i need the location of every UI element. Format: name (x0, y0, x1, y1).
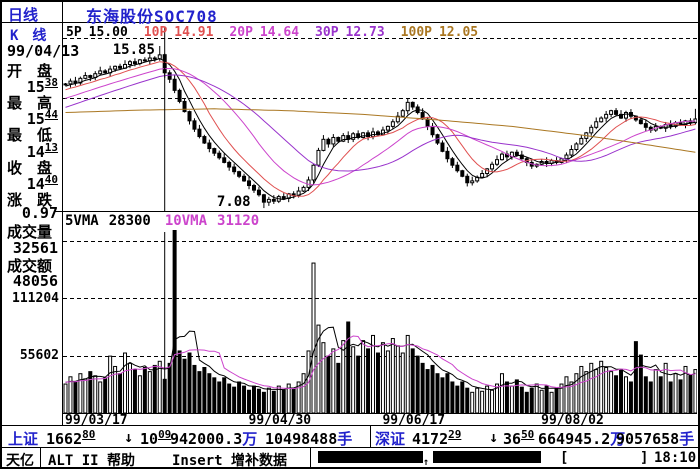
status-cell-divider (370, 426, 371, 447)
vma-legend-10vma: 10VMA 31120 (164, 213, 260, 229)
unit-wan-2: 万 (610, 430, 626, 448)
volume-value: 32561 (12, 239, 58, 257)
sh-index-name: 上证 (8, 430, 39, 448)
x-axis-date-label: 99/08/02 (541, 413, 604, 428)
bottom-cell-divider-2 (310, 448, 311, 467)
volume-label: 成交量 (7, 223, 53, 241)
close-value: 1440 (26, 173, 58, 193)
high-value: 1544 (26, 108, 58, 128)
scroll-up-arrow-icon[interactable]: ↑ (423, 457, 430, 468)
ma-legend-items: 5P 15.00 10P 14.91 20P 14.64 30P 12.73 100P 12.05 (66, 25, 478, 40)
stock-title: 东海股份SOC708 (86, 7, 218, 26)
low-value: 1413 (26, 141, 58, 161)
kline-label: K 线 (10, 28, 47, 44)
peak-price-label: 15.85 (112, 42, 155, 58)
left-panel-divider (62, 2, 63, 425)
cursor-date: 99/04/13 (7, 42, 80, 60)
ma-legend-5p: 5P 15.00 (66, 25, 128, 40)
change-value: 0.97 (21, 204, 58, 222)
insert-hint[interactable]: Insert 增补数据 (172, 453, 288, 469)
unit-wan: 万 (242, 430, 258, 448)
close-label: 收 盘 (7, 159, 53, 177)
sz-amount: 664945.2万 (538, 430, 626, 448)
x-axis-date-label: 99/04/30 (248, 413, 312, 428)
change-label: 涨 跌 (7, 191, 53, 209)
statusbar-top-border (2, 425, 698, 426)
vol-axis-label-high: 111204 (12, 291, 59, 306)
sz-index-value: 417229 (412, 428, 462, 448)
panel-divider (55, 211, 698, 212)
bottom-cell-divider-1 (40, 448, 41, 467)
sz-index-name: 深证 (375, 430, 406, 448)
sh-index-value: 166280 (46, 428, 96, 448)
brand-label: 天亿 (6, 453, 34, 469)
title-bar: 日线 东海股份SOC708 (2, 2, 698, 26)
sh-volume: 10498488手 (265, 430, 353, 448)
unit-shou-2: 手 (679, 430, 695, 448)
ma-legend-30p: 30P 12.73 (315, 25, 385, 40)
down-arrow-icon-sh: ↓ (124, 428, 134, 446)
x-axis-date-label: 99/06/17 (382, 413, 446, 428)
message-bracket-open: [ (560, 450, 569, 466)
amount-value: 48056 (12, 272, 58, 290)
ma-legend-row: K 线 5P 15.00 10P 14.91 20P 14.64 30P 12.73 100P 1… (2, 24, 698, 44)
high-label: 最 高 (7, 94, 53, 112)
unit-shou: 手 (337, 430, 353, 448)
vol-axis-label-low: 55602 (19, 348, 59, 363)
progress-bar-right (433, 451, 541, 463)
message-bracket-close: ] (640, 450, 649, 466)
sh-amount: 942000.3万 (170, 430, 258, 448)
clock: 18:10 (654, 450, 697, 466)
vma-legend-row: 5VMA 28300 10VMA 31120 (65, 213, 259, 229)
period-mode-label[interactable]: 日线 (8, 6, 39, 24)
open-value: 1538 (26, 76, 58, 96)
open-label: 开 盘 (7, 62, 53, 80)
sz-volume: 9057658手 (616, 430, 695, 448)
ma-legend-20p: 20P 14.64 (229, 25, 300, 40)
ma-legend-100p: 100P 12.05 (400, 25, 479, 40)
ma-legend-10p: 10P 14.91 (143, 25, 214, 40)
vma-legend-5vma: 5VMA 28300 (65, 213, 151, 229)
low-price-label: 7.08 (216, 194, 251, 211)
progress-bar-left (318, 451, 423, 463)
down-arrow-icon-sz: ↓ (489, 428, 499, 446)
sh-change-value: 1009 (140, 428, 172, 448)
statusbar-divider (2, 447, 698, 448)
sz-change-value: 3650 (503, 428, 535, 448)
amount-label: 成交额 (7, 257, 53, 275)
low-label: 最 低 (7, 126, 53, 144)
help-hint[interactable]: ALT II 帮助 (48, 453, 136, 469)
title-divider (2, 22, 698, 23)
x-axis-date-label: 99/03/17 (65, 413, 128, 428)
